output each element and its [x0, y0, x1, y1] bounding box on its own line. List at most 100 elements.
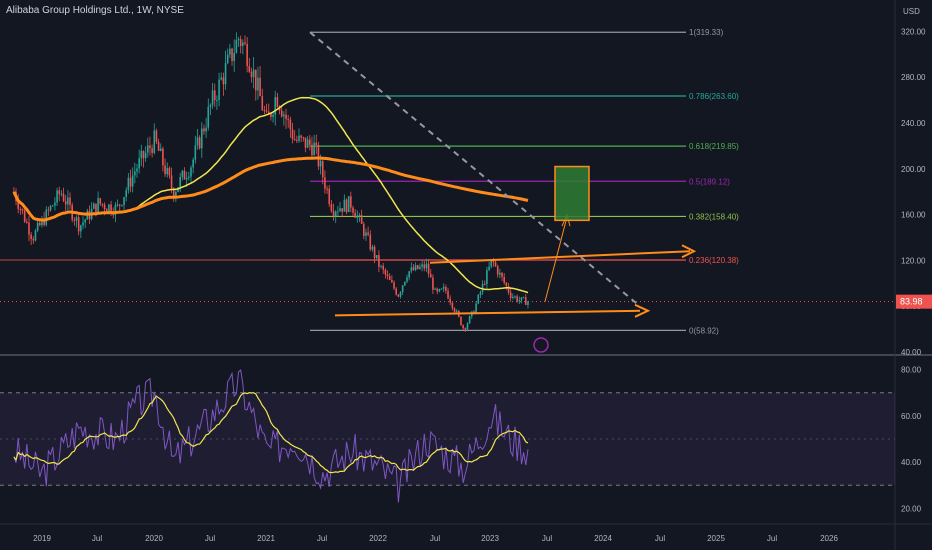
candle-body [475, 303, 477, 314]
candle-body [423, 264, 426, 269]
candle-body [114, 204, 117, 216]
candle-body [434, 288, 436, 290]
candle-body [501, 272, 503, 277]
candle-body [432, 277, 434, 290]
candle-body [164, 165, 166, 175]
candle-body [362, 223, 365, 236]
candle-body [386, 274, 389, 277]
candle-body [369, 234, 372, 250]
candle-body [213, 90, 216, 101]
candle-body [499, 272, 501, 275]
candle-body [155, 130, 158, 142]
candle-body [427, 263, 430, 274]
candle-body [26, 221, 28, 223]
candle-body [492, 259, 495, 263]
time-tick-label: 2021 [257, 534, 275, 543]
candle-body [244, 42, 246, 44]
time-tick-label: Jul [430, 534, 440, 543]
candle-body [449, 298, 451, 303]
price-tick-label: 200.00 [901, 165, 926, 174]
time-tick-label: 2020 [145, 534, 163, 543]
candle-body [237, 39, 240, 41]
candle-body [47, 209, 50, 211]
candle-body [153, 130, 156, 153]
candle-body [34, 230, 37, 241]
rsi-band [0, 392, 895, 486]
candle-body [453, 308, 456, 312]
candle-body [347, 196, 350, 213]
candle-body [134, 171, 136, 176]
candle-body [254, 69, 257, 91]
candle-body [211, 90, 214, 105]
candle-body [246, 43, 248, 67]
price-tick-label: 120.00 [901, 256, 926, 265]
candle-body [393, 282, 395, 289]
candle-body [203, 128, 205, 132]
candle-body [168, 167, 171, 176]
candle-body [58, 190, 61, 195]
candle-body [261, 96, 264, 111]
candle-body [38, 222, 41, 226]
candle-body [341, 208, 343, 212]
time-tick-label: 2024 [594, 534, 612, 543]
candle-body [356, 215, 359, 218]
time-tick-label: Jul [542, 534, 552, 543]
candle-body [207, 106, 210, 128]
price-tick-label: 320.00 [901, 27, 926, 36]
candle-body [216, 100, 218, 102]
candle-body [110, 204, 112, 214]
candle-body [67, 197, 69, 205]
candle-body [142, 151, 145, 159]
candle-body [468, 316, 471, 324]
fib-label-1: 0.786(263.60) [689, 92, 739, 101]
candle-body [395, 288, 397, 295]
candle-body [451, 302, 454, 309]
candle-body [462, 325, 464, 329]
candle-body [488, 266, 490, 271]
candle-body [298, 135, 300, 141]
candle-body [429, 273, 432, 278]
fib-label-6: 0(58.92) [689, 326, 719, 335]
candle-body [512, 296, 514, 298]
time-tick-label: 2022 [369, 534, 387, 543]
resistance-trendline [429, 250, 691, 264]
candle-body [445, 286, 447, 291]
candle-body [514, 296, 516, 298]
candle-body [416, 265, 419, 269]
candle-body [162, 148, 164, 166]
candle-body [28, 222, 30, 235]
price-tick-label: 280.00 [901, 73, 926, 82]
candle-body [324, 177, 326, 189]
candle-body [97, 198, 99, 213]
candle-body [367, 232, 369, 235]
time-tick-label: Jul [205, 534, 215, 543]
candle-body [123, 197, 125, 206]
candle-body [259, 77, 261, 97]
candle-body [194, 145, 197, 160]
candle-body [384, 269, 387, 275]
candle-body [466, 323, 469, 330]
candle-body [149, 145, 151, 149]
candle-body [460, 316, 462, 326]
candle-body [69, 197, 71, 205]
candle-body [62, 193, 65, 202]
candle-body [507, 286, 510, 293]
candle-body [181, 170, 184, 177]
ma-slow-line [12, 156, 529, 222]
candle-body [73, 219, 76, 221]
candle-body [479, 292, 482, 295]
candle-body [503, 276, 505, 283]
candle-body [101, 203, 104, 205]
candle-body [185, 177, 188, 180]
candle-body [99, 198, 102, 204]
candle-body [205, 127, 207, 132]
time-tick-label: Jul [655, 534, 665, 543]
candle-body [125, 190, 127, 198]
candle-body [293, 138, 296, 140]
candle-body [289, 119, 292, 130]
candle-body [380, 265, 382, 267]
candle-body [354, 212, 356, 218]
price-tick-label: 160.00 [901, 211, 926, 220]
candle-body [252, 69, 255, 78]
